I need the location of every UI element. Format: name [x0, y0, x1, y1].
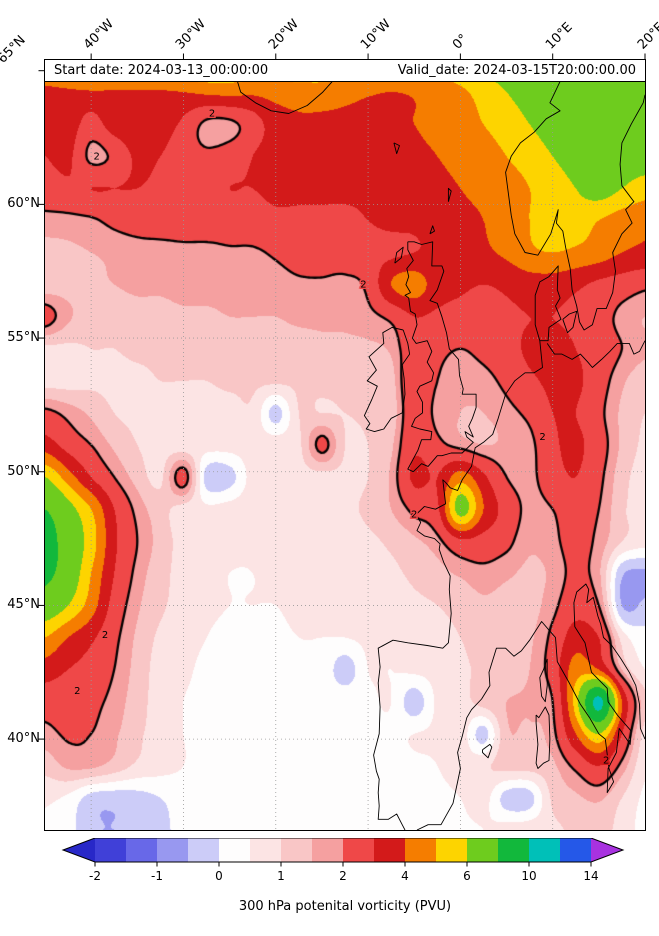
y-tick-label: 65°N: [0, 32, 29, 67]
colorbar-tick-label: 10: [521, 869, 536, 883]
colorbar-segment: [498, 838, 530, 862]
contour-label: 2: [539, 432, 545, 443]
contour-label: 2: [209, 108, 215, 119]
contour-label: 2: [603, 755, 609, 766]
colorbar-segment: [560, 838, 592, 862]
colorbar-segment: [405, 838, 437, 862]
colorbar-tick-label: 6: [463, 869, 471, 883]
x-tick-label: 20°E: [634, 19, 659, 53]
colorbar-tick-label: -2: [89, 869, 101, 883]
coastline: [534, 265, 562, 342]
contour-label: 2: [74, 686, 80, 697]
coastline: [416, 583, 645, 830]
colorbar-segment: [250, 838, 282, 862]
colorbar-segment: [126, 838, 158, 862]
colorbar-tick-label: -1: [151, 869, 163, 883]
colorbar-segment: [188, 838, 220, 862]
colorbar-segment: [529, 838, 561, 862]
coastline: [363, 326, 411, 433]
coastline: [562, 310, 578, 334]
colorbar-over-arrow: [591, 838, 623, 862]
colorbar-segment: [95, 838, 127, 862]
map-plot: 2 2 2 2 2 2 2 2 Start date: 2024-03-13_00:00:00…: [45, 60, 645, 830]
colorbar-segment: [436, 838, 468, 862]
x-tick-label: 0°: [450, 31, 472, 53]
y-tick-label: 60°N: [7, 196, 40, 212]
colorbar-tick-label: 1: [277, 869, 285, 883]
colorbar-tick-label: 14: [583, 869, 598, 883]
y-tick-label: 40°N: [7, 731, 40, 747]
coastline: [535, 706, 551, 769]
contour-label: 2: [411, 510, 417, 521]
x-tick-label: 40°W: [81, 16, 118, 53]
y-tick-label: 55°N: [7, 330, 40, 346]
colorbar-tick-label: 2: [339, 869, 347, 883]
start-date-text: Start date: 2024-03-13_00:00:00: [54, 63, 269, 78]
contour-label: 2: [360, 280, 366, 291]
x-tick-label: 10°E: [542, 19, 576, 53]
coastline: [505, 60, 645, 331]
coastline: [373, 340, 543, 830]
colorbar-segment: [312, 838, 344, 862]
contour-label: 2: [94, 151, 100, 162]
colorbar-tick-label: 0: [215, 869, 223, 883]
coastline: [482, 743, 493, 759]
x-tick-label: 20°W: [265, 16, 302, 53]
y-tick-label: 50°N: [7, 463, 40, 479]
contour-label: 2: [102, 630, 108, 641]
title-bar: Start date: 2024-03-13_00:00:00 Valid_da…: [45, 60, 645, 82]
colorbar-segment: [281, 838, 313, 862]
colorbar-segment: [343, 838, 375, 862]
colorbar-tick-label: 4: [401, 869, 409, 883]
coastline: [539, 658, 548, 703]
colorbar-label: 300 hPa potenital vorticity (PVU): [238, 899, 452, 914]
colorbar-segment: [219, 838, 251, 862]
coastline: [393, 142, 400, 155]
y-tick-label: 45°N: [7, 597, 40, 613]
colorbar: -2 -1 0 1 2 4 6 10 14: [61, 838, 625, 883]
coastline: [429, 225, 435, 235]
colorbar-segment: [467, 838, 499, 862]
coastline: [546, 340, 645, 368]
coastline: [394, 246, 404, 264]
valid-date-text: Valid_date: 2024-03-15T20:00:00.00: [397, 63, 636, 78]
colorbar-under-arrow: [63, 838, 95, 862]
x-tick-label: 10°W: [358, 16, 395, 53]
map-overlay: 2 2 2 2 2 2 2 2: [45, 60, 645, 830]
coastline: [404, 241, 477, 473]
x-tick-label: 30°W: [173, 16, 210, 53]
colorbar-segment: [374, 838, 406, 862]
colorbar-segment: [157, 838, 189, 862]
coastline: [447, 187, 452, 202]
